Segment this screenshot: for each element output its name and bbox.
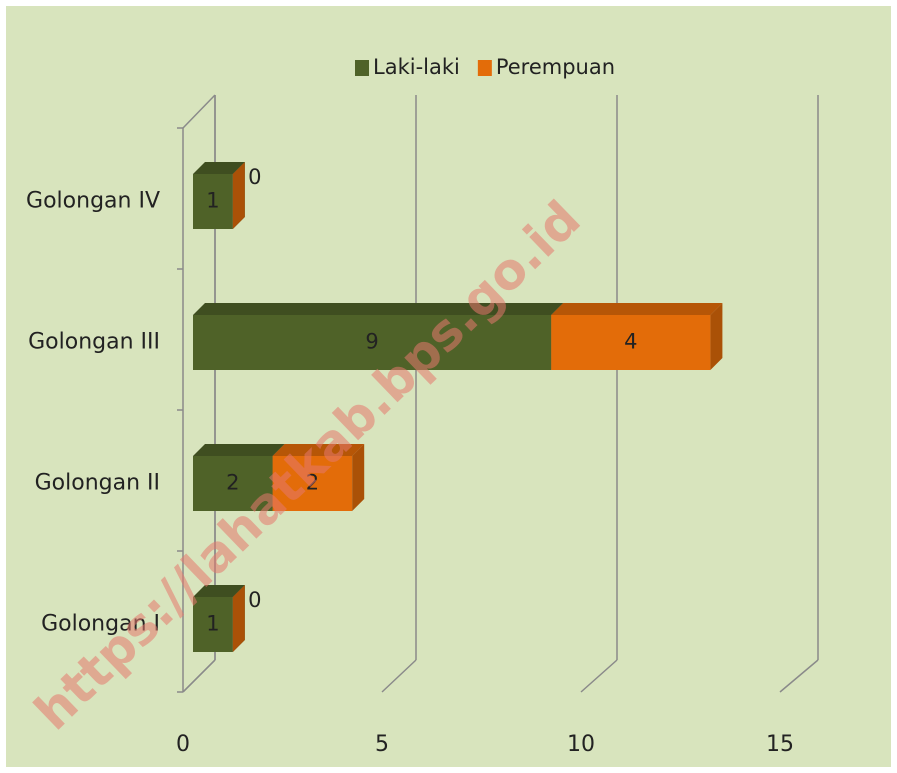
bar xyxy=(193,315,552,370)
value-label: 1 xyxy=(206,612,219,636)
bar-side xyxy=(232,585,245,652)
value-label: 1 xyxy=(206,189,219,213)
grid-line xyxy=(381,659,417,693)
legend-swatch xyxy=(477,60,492,76)
value-label: 0 xyxy=(248,165,261,189)
y-tick-label: Golongan II xyxy=(35,471,160,496)
value-label: 2 xyxy=(226,471,239,495)
bar-top xyxy=(193,444,285,456)
value-label: 2 xyxy=(306,471,319,495)
bar-top xyxy=(193,162,245,174)
bar-top xyxy=(272,444,365,456)
y-tick-label: Golongan I xyxy=(41,612,160,637)
axis-line xyxy=(182,94,216,129)
x-tick-label: 15 xyxy=(766,732,794,757)
value-label: 4 xyxy=(624,330,637,354)
legend-swatch xyxy=(355,60,369,76)
bar-side xyxy=(710,303,723,370)
bar-top xyxy=(551,303,723,315)
bar-side xyxy=(352,444,365,511)
bar xyxy=(551,315,711,370)
bar xyxy=(193,597,233,652)
bar-top xyxy=(193,303,564,315)
value-label: 0 xyxy=(248,588,261,612)
y-tick-label: Golongan III xyxy=(28,330,160,355)
y-tick-label: Golongan IV xyxy=(26,189,160,214)
x-tick-label: 5 xyxy=(375,732,389,757)
bar-top xyxy=(193,585,245,597)
x-tick-label: 10 xyxy=(567,732,595,757)
x-tick-label: 0 xyxy=(176,732,190,757)
legend: Laki-laki Perempuan xyxy=(355,55,615,79)
chart-background xyxy=(6,6,891,767)
legend-label: Laki-laki xyxy=(373,55,460,79)
legend-label: Perempuan xyxy=(496,55,615,79)
value-label: 9 xyxy=(365,330,378,354)
bar xyxy=(272,456,353,511)
grid-line xyxy=(580,659,618,693)
bar xyxy=(193,456,273,511)
grid-line xyxy=(779,659,819,693)
bar xyxy=(193,174,233,229)
bar-side xyxy=(232,162,245,229)
grid-line xyxy=(182,659,216,693)
